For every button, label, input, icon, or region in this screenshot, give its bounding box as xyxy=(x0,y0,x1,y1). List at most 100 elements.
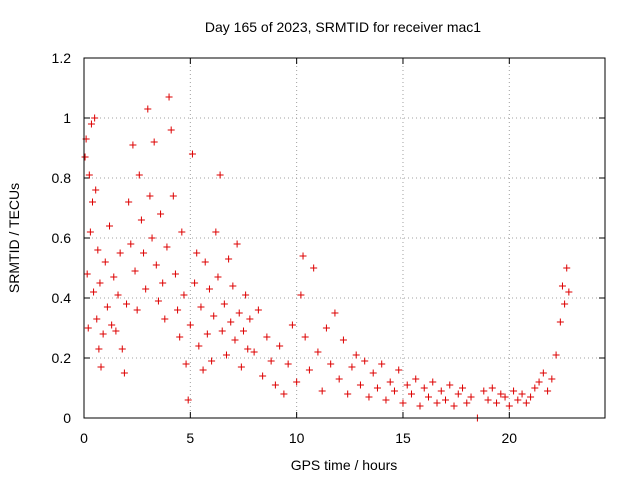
data-point xyxy=(159,279,167,287)
data-point xyxy=(280,390,288,398)
data-point xyxy=(157,210,165,218)
data-point xyxy=(125,198,133,206)
data-point xyxy=(222,351,230,359)
data-point xyxy=(180,291,188,299)
data-point xyxy=(233,240,241,248)
data-point xyxy=(163,243,171,251)
data-point xyxy=(267,357,275,365)
data-point xyxy=(137,216,145,224)
y-tick-label: 0 xyxy=(63,410,71,426)
data-point xyxy=(459,384,467,392)
data-point xyxy=(352,351,360,359)
data-point xyxy=(188,150,196,158)
data-point xyxy=(254,306,262,314)
data-point xyxy=(293,378,301,386)
data-point xyxy=(244,345,252,353)
data-point xyxy=(450,402,458,410)
data-point xyxy=(548,375,556,383)
data-point xyxy=(271,381,279,389)
data-point xyxy=(218,327,226,335)
data-point xyxy=(318,387,326,395)
data-point xyxy=(171,270,179,278)
x-tick-label: 0 xyxy=(80,430,88,446)
data-point xyxy=(284,360,292,368)
y-tick-label: 0.2 xyxy=(52,350,72,366)
data-point xyxy=(467,393,475,401)
data-point xyxy=(205,285,213,293)
data-point xyxy=(399,399,407,407)
data-point xyxy=(148,234,156,242)
data-point xyxy=(314,348,322,356)
data-point xyxy=(348,363,356,371)
data-point xyxy=(416,402,424,410)
data-point xyxy=(518,390,526,398)
data-point xyxy=(165,93,173,101)
data-point xyxy=(382,396,390,404)
data-point xyxy=(390,387,398,395)
data-point xyxy=(146,192,154,200)
data-point xyxy=(395,366,403,374)
plot-frame xyxy=(83,57,606,419)
data-point xyxy=(106,222,114,230)
data-point xyxy=(220,300,228,308)
data-point xyxy=(140,249,148,257)
data-point xyxy=(203,330,211,338)
data-point xyxy=(237,363,245,371)
data-point xyxy=(114,291,122,299)
data-point xyxy=(331,309,339,317)
data-point xyxy=(129,141,137,149)
data-point xyxy=(531,384,539,392)
data-point xyxy=(93,315,101,323)
data-point xyxy=(212,228,220,236)
data-point xyxy=(169,192,177,200)
data-point xyxy=(335,375,343,383)
data-point xyxy=(110,273,118,281)
data-point xyxy=(527,393,535,401)
data-point xyxy=(133,306,141,314)
data-point xyxy=(216,171,224,179)
data-point xyxy=(225,255,233,263)
data-point xyxy=(356,381,364,389)
data-point xyxy=(305,366,313,374)
axis-ticks: 0 5 10 15 20 0 0.2 0.4 0.6 0.8 1 1.2 xyxy=(52,50,605,446)
data-point xyxy=(310,264,318,272)
data-point xyxy=(522,399,530,407)
data-point xyxy=(339,336,347,344)
data-point xyxy=(197,303,205,311)
data-point xyxy=(501,393,509,401)
data-point xyxy=(488,384,496,392)
x-axis-label: GPS time / hours xyxy=(291,457,398,473)
data-point xyxy=(403,381,411,389)
data-point xyxy=(227,318,235,326)
data-point xyxy=(424,393,432,401)
data-point xyxy=(85,171,93,179)
data-point xyxy=(81,153,89,161)
data-point xyxy=(563,264,571,272)
data-point xyxy=(246,315,254,323)
data-point xyxy=(178,228,186,236)
data-point xyxy=(127,240,135,248)
data-point xyxy=(123,300,131,308)
data-point xyxy=(442,396,450,404)
data-point xyxy=(322,324,330,332)
data-point xyxy=(154,297,162,305)
data-point xyxy=(120,369,128,377)
data-point xyxy=(386,378,394,386)
y-tick-label: 1 xyxy=(63,110,71,126)
data-point xyxy=(92,186,100,194)
data-point xyxy=(229,282,237,290)
data-point xyxy=(552,351,560,359)
data-point xyxy=(86,228,94,236)
data-point xyxy=(201,258,209,266)
data-point xyxy=(446,381,454,389)
data-point xyxy=(558,282,566,290)
data-point xyxy=(514,396,522,404)
y-tick-label: 0.6 xyxy=(52,230,72,246)
data-point xyxy=(91,114,99,122)
data-point xyxy=(420,384,428,392)
x-tick-label: 20 xyxy=(502,430,518,446)
data-point xyxy=(199,366,207,374)
data-point xyxy=(556,318,564,326)
data-point xyxy=(208,357,216,365)
data-point xyxy=(429,378,437,386)
